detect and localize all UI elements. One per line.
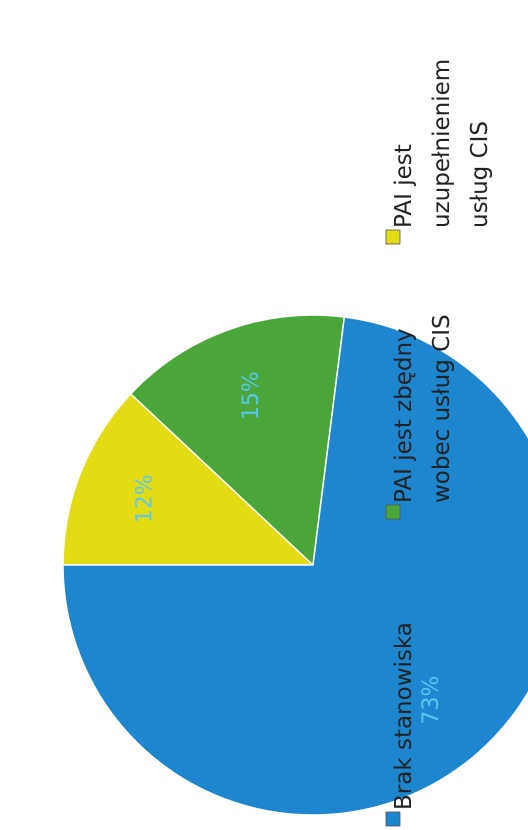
pie-slice	[62, 392, 315, 566]
legend-swatch	[385, 811, 401, 827]
data-label: 73%	[419, 676, 444, 725]
legend-label: PAI jest uzupełnieniem usług CIS	[391, 59, 493, 228]
legend-label: PAI jest zbędny wobec usług CIS	[391, 314, 455, 503]
data-label: 12%	[133, 474, 158, 523]
pie-slice	[62, 316, 528, 816]
legend-swatch	[385, 504, 401, 520]
pie-slice	[129, 314, 346, 567]
data-label: 15%	[239, 371, 264, 420]
legend-swatch	[385, 229, 401, 245]
legend-label: Brak stanowiska	[391, 622, 417, 810]
